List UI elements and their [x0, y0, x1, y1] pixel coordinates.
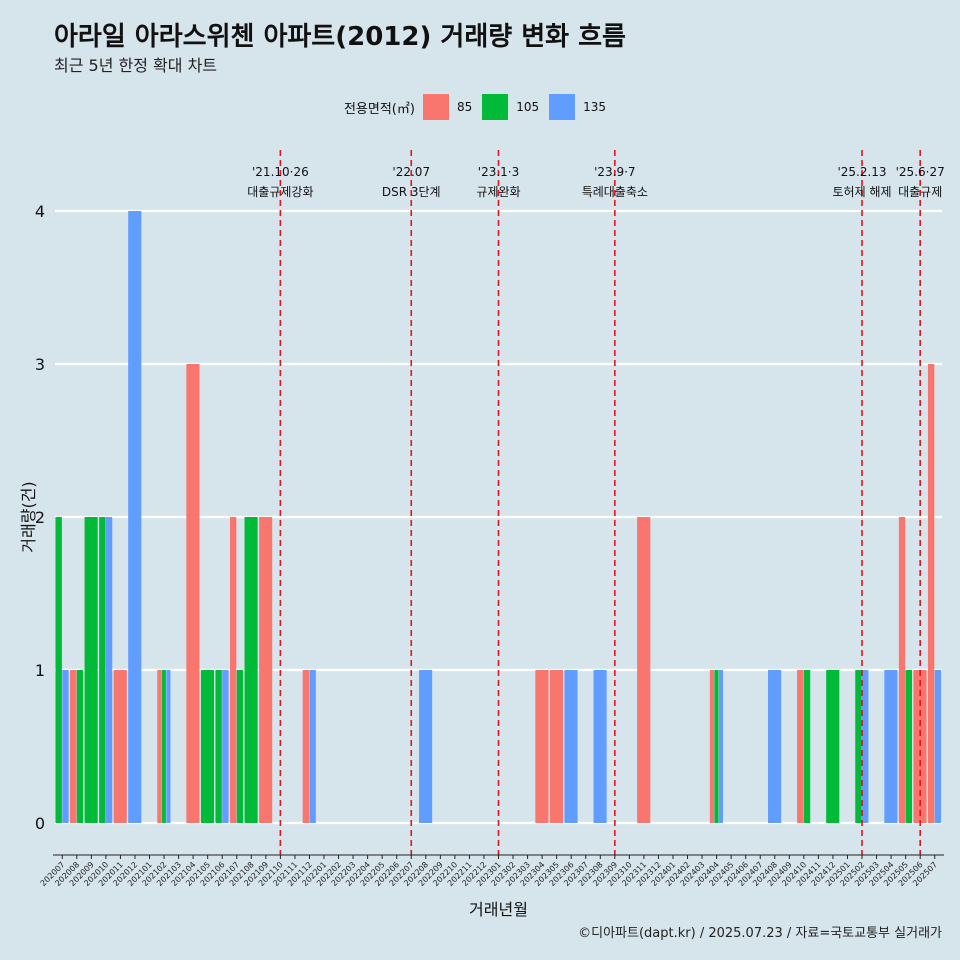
bar-202009-105: [84, 517, 98, 823]
event-desc-label: 특례대출축소: [582, 185, 648, 199]
legend-swatch-135: [549, 94, 576, 120]
bar-202311-85: [637, 517, 651, 823]
event-desc-label: DSR 3단계: [382, 185, 441, 199]
bar-202010-135: [105, 517, 113, 823]
legend-label-135: 135: [583, 100, 607, 114]
bar-202408-135: [768, 670, 782, 823]
bar-202105-105: [200, 670, 215, 823]
bar-202102-135: [166, 670, 171, 823]
event-desc-label: 대출규제강화: [247, 185, 313, 199]
bar-202102-105: [161, 670, 166, 823]
chart-title: 아라일 아라스위첸 아파트(2012) 거래량 변화 흐름: [54, 22, 626, 52]
bar-202106-105: [215, 670, 222, 823]
x-axis-title: 거래년월: [469, 900, 528, 919]
bar-202008-105: [76, 670, 84, 823]
bar-202505-105: [905, 670, 913, 823]
event-date-label: '22.07: [392, 165, 430, 179]
bar-202107-85: [229, 517, 237, 823]
legend-swatch-85: [422, 94, 449, 120]
bar-202010-105: [99, 517, 106, 823]
bar-202502-135: [862, 670, 869, 823]
bar-202505-85: [898, 517, 906, 823]
bar-202108-105: [244, 517, 258, 823]
bar-202404-135: [718, 670, 723, 823]
bar-202007-105: [55, 517, 62, 823]
bar-202412-105: [826, 670, 840, 823]
bar-202106-135: [222, 670, 229, 823]
bar-202404-85: [709, 670, 714, 823]
y-tick-label: 2: [35, 508, 45, 527]
legend-swatch-105: [482, 94, 509, 120]
bar-202504-135: [884, 670, 898, 823]
bar-202112-135: [309, 670, 316, 823]
bar-202104-85: [186, 364, 200, 823]
legend-item-135: 135: [549, 94, 606, 120]
legend-label-105: 105: [516, 100, 540, 114]
bar-202008-85: [70, 670, 77, 823]
y-axis-title: 거래량(건): [19, 481, 38, 552]
bar-202208-135: [419, 670, 433, 823]
bar-202012-135: [128, 211, 142, 823]
bar-202507-85: [927, 364, 935, 823]
bar-202305-85: [549, 670, 564, 823]
bar-202404-105: [714, 670, 719, 823]
legend-title: 전용면적(㎡): [343, 101, 415, 117]
bar-202308-135: [593, 670, 607, 823]
bar-202506-85: [913, 670, 927, 823]
bar-202410-105: [803, 670, 811, 823]
legend: 전용면적(㎡) 85 105 135: [0, 93, 960, 121]
legend-item-85: 85: [422, 94, 473, 120]
y-tick-label: 3: [35, 355, 45, 374]
y-tick-label: 4: [35, 202, 45, 221]
source-caption: ©디아파트(dapt.kr) / 2025.07.23 / 자료=국토교통부 실…: [578, 926, 942, 941]
bar-202306-135: [564, 670, 578, 823]
event-date-label: '23.9·7: [594, 165, 635, 179]
y-tick-label: 1: [35, 661, 45, 680]
event-desc-label: 규제완화: [476, 185, 520, 199]
bar-202109-85: [259, 517, 273, 823]
legend-label-85: 85: [456, 100, 473, 114]
bar-202102-85: [157, 670, 162, 823]
event-desc-label: 대출규제: [898, 185, 942, 199]
bar-202410-85: [797, 670, 804, 823]
bar-202502-105: [855, 670, 862, 823]
bar-202011-85: [113, 670, 127, 823]
event-date-label: '25.6·27: [896, 165, 945, 179]
event-date-label: '23.1·3: [478, 165, 519, 179]
chart-subtitle: 최근 5년 한정 확대 차트: [54, 56, 218, 75]
bar-202304-85: [535, 670, 549, 823]
event-desc-label: 토허제 해제: [833, 185, 892, 199]
bar-202107-105: [236, 670, 244, 823]
y-tick-label: 0: [35, 814, 45, 833]
bar-202112-85: [302, 670, 310, 823]
bar-202507-135: [934, 670, 942, 823]
event-date-label: '21.10·26: [252, 165, 309, 179]
bar-202007-135: [62, 670, 69, 823]
legend-item-105: 105: [482, 94, 539, 120]
event-date-label: '25.2.13: [837, 165, 886, 179]
